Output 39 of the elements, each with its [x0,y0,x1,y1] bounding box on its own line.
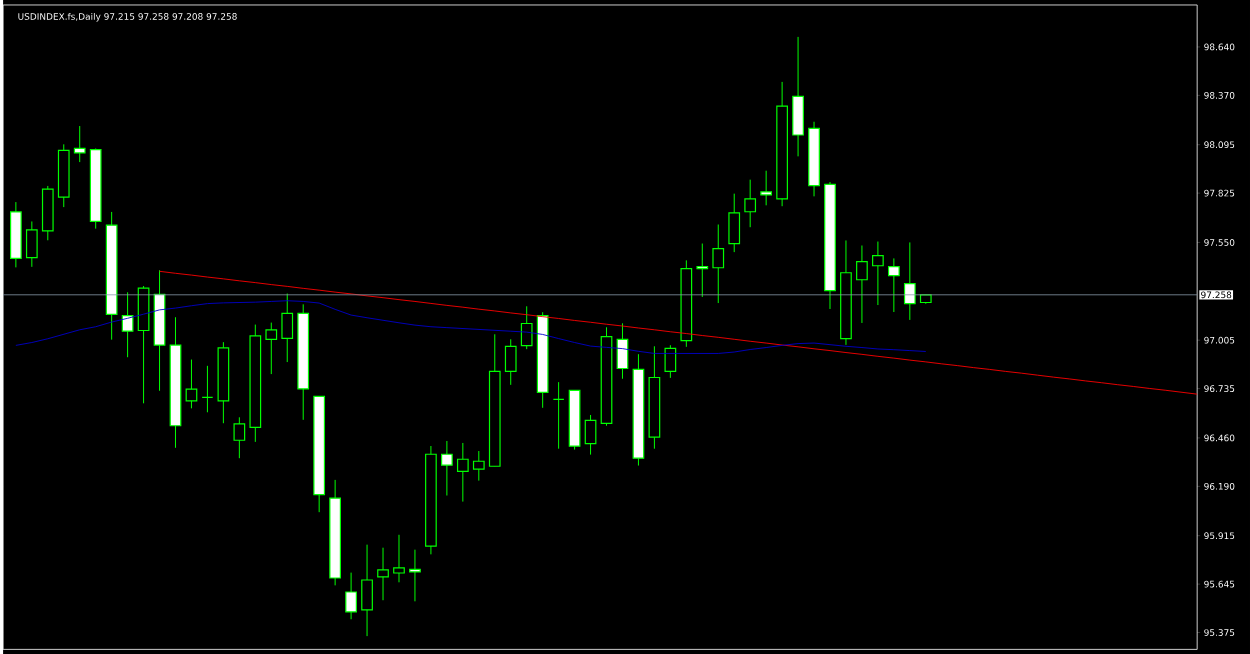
candlestick [856,244,868,324]
candlestick [520,305,533,350]
candlestick [472,450,485,481]
y-tick-label: 96.460 [1204,434,1235,442]
candlestick [584,414,597,455]
y-tick-label: 96.735 [1204,385,1235,392]
candlestick [377,547,389,601]
y-tick-label: 98.370 [1204,91,1235,99]
candlestick [233,416,246,459]
candlestick [185,358,198,409]
y-tick-label: 95.645 [1204,580,1235,588]
candlestick [696,242,709,298]
candlestick [760,170,773,206]
candlestick [121,291,134,358]
y-tick-label: 98.095 [1204,141,1235,148]
candlestick [201,365,214,413]
candlestick [456,442,469,502]
text: USDINDEX.fs,Daily 97.215 97.258 97.208 97.258 [18,12,237,22]
candlestick [744,178,757,228]
candlestick [441,440,453,496]
y-tick-label: 95.375 [1204,628,1235,636]
y-tick-label: 97.825 [1204,189,1235,197]
y-tick-label: 95.915 [1204,532,1235,539]
y-tick-label: 97.550 [1204,238,1235,246]
y-tick-label: 96.190 [1204,482,1235,490]
candlestick [887,257,900,313]
y-tick-label: 98.640 [1204,43,1235,51]
candlestick [345,571,357,620]
candlestick [265,321,278,375]
candlestick [552,381,565,450]
candlestick [664,344,677,379]
y-tick-label: 97.005 [1204,336,1235,344]
candlestick [712,223,725,304]
candlestick [73,125,86,163]
candlestick [393,534,405,583]
candlestick [903,241,916,321]
ref-line-label: 97.258 [1201,291,1232,298]
candlestick [872,240,884,306]
candlestick [409,548,421,602]
